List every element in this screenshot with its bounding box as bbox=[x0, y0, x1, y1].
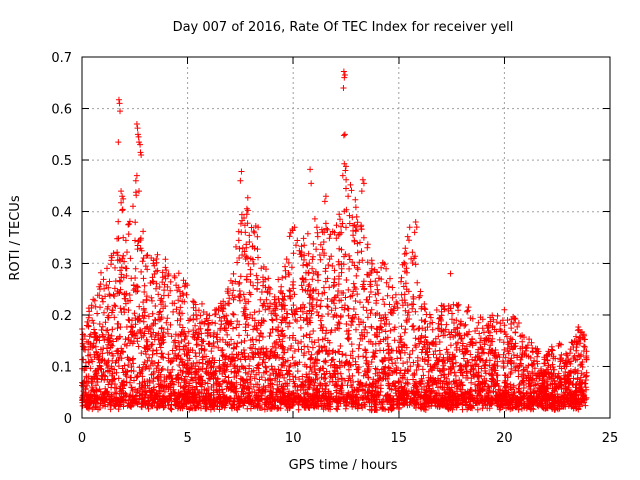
y-tick-label: 0.2 bbox=[51, 309, 72, 324]
roti-outlier-point bbox=[137, 149, 144, 156]
roti-outlier-point bbox=[501, 306, 508, 313]
roti-outlier-point bbox=[339, 172, 346, 179]
x-tick-label: 0 bbox=[78, 431, 86, 446]
y-tick-label: 0.3 bbox=[51, 257, 72, 272]
roti-points bbox=[79, 176, 590, 414]
roti-outlier-point bbox=[413, 224, 420, 231]
roti-outlier-point bbox=[340, 84, 347, 91]
roti-outlier-point bbox=[340, 132, 347, 139]
roti-outlier-point bbox=[341, 72, 348, 79]
roti-outlier-point bbox=[342, 167, 349, 174]
y-tick-label: 0.1 bbox=[51, 360, 72, 375]
roti-outlier-point bbox=[133, 121, 140, 128]
roti-outlier-point bbox=[238, 168, 245, 175]
roti-outlier-point bbox=[360, 180, 367, 187]
x-tick-label: 5 bbox=[183, 431, 191, 446]
roti-outlier-point bbox=[119, 193, 126, 200]
y-tick-label: 0 bbox=[64, 412, 72, 427]
roti-outlier-point bbox=[133, 172, 140, 179]
roti-outlier-point bbox=[341, 74, 348, 81]
x-tick-label: 15 bbox=[391, 431, 408, 446]
roti-outlier-point bbox=[132, 177, 139, 184]
roti-outlier-point bbox=[137, 141, 144, 148]
roti-outlier-point bbox=[136, 139, 143, 146]
roti-outlier-point bbox=[447, 270, 454, 277]
roti-outlier-point bbox=[322, 193, 329, 200]
y-axis-label: ROTI / TECUs bbox=[8, 195, 23, 280]
x-tick-label: 20 bbox=[496, 431, 513, 446]
roti-outlier-point bbox=[345, 193, 352, 200]
roti-outlier-point bbox=[340, 68, 347, 75]
roti-outlier-point bbox=[341, 131, 348, 138]
y-tick-label: 0.4 bbox=[51, 206, 72, 221]
roti-outlier-point bbox=[120, 195, 127, 202]
roti-outlier-point bbox=[118, 188, 125, 195]
roti-outlier-point bbox=[308, 180, 315, 187]
plot-frame bbox=[81, 56, 611, 419]
roti-outlier-point bbox=[135, 133, 142, 140]
roti-outlier-point bbox=[138, 151, 145, 158]
roti-outlier-point bbox=[115, 139, 122, 146]
roti-outlier-point bbox=[412, 219, 419, 226]
roti-outlier-point bbox=[237, 177, 244, 184]
roti-outlier-point bbox=[115, 96, 122, 103]
roti-outlier-point bbox=[117, 108, 124, 115]
x-tick-label: 25 bbox=[602, 431, 619, 446]
y-tick-label: 0.6 bbox=[51, 103, 72, 118]
roti-outlier-point bbox=[465, 304, 472, 311]
roti-outlier-point bbox=[136, 188, 143, 195]
plot-border bbox=[81, 56, 611, 419]
data-points bbox=[79, 68, 590, 414]
chart-title: Day 007 of 2016, Rate Of TEC Index for r… bbox=[173, 20, 514, 35]
y-tick-label: 0.7 bbox=[51, 51, 72, 66]
roti-outlier-point bbox=[134, 131, 141, 138]
roti-outlier-point bbox=[307, 166, 314, 173]
tick-labels: 0 0.1 0.2 0.3 0.4 0.5 0.6 0.7 0 5 10 15 20 25 bbox=[51, 51, 618, 446]
roti-outlier-point bbox=[343, 163, 349, 170]
roti-outlier-point bbox=[359, 176, 366, 183]
roti-outlier-point bbox=[411, 229, 418, 236]
roti-outlier-point bbox=[321, 198, 328, 205]
roti-outlier-point bbox=[134, 125, 141, 132]
roti-outlier-point bbox=[343, 185, 349, 192]
roti-outlier-point bbox=[358, 188, 365, 195]
roti-outlier-point bbox=[116, 100, 123, 107]
x-axis-label: GPS time / hours bbox=[289, 458, 398, 473]
x-tick-label: 10 bbox=[285, 431, 302, 446]
y-tick-label: 0.5 bbox=[51, 154, 72, 169]
